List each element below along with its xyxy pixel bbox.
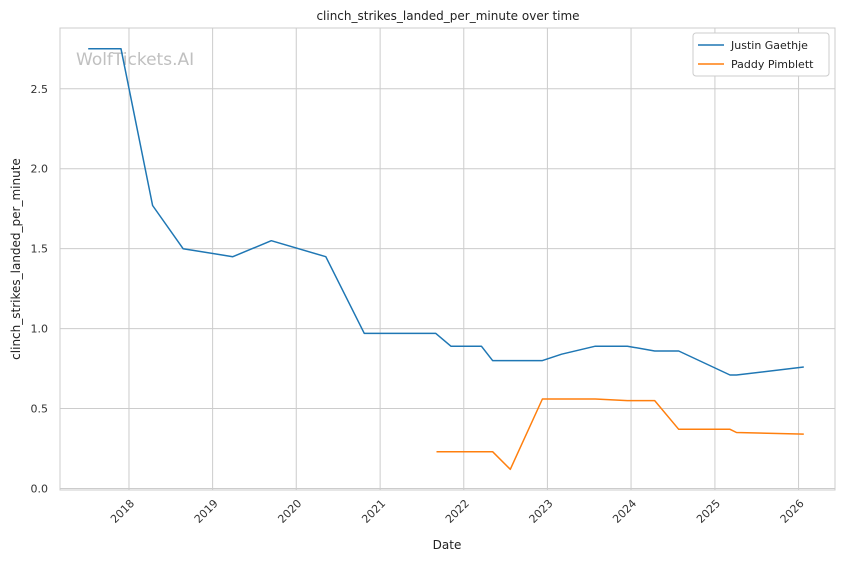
- grid-lines: [60, 28, 835, 490]
- y-tick-label: 2.5: [31, 83, 49, 96]
- y-tick-label: 0.0: [31, 483, 49, 496]
- y-tick-label: 1.0: [31, 323, 49, 336]
- y-axis-label: clinch_strikes_landed_per_minute: [9, 158, 23, 360]
- series-line-justin-gaethje: [88, 48, 804, 376]
- y-tick-labels: 0.0 0.5 1.0 1.5 2.0 2.5: [31, 83, 49, 496]
- legend-label-paddy-pimblett: Paddy Pimblett: [731, 58, 814, 71]
- legend-label-justin-gaethje: Justin Gaethje: [730, 39, 808, 52]
- plot-frame: [59, 27, 836, 491]
- series-layer: [88, 48, 804, 471]
- x-axis-label: Date: [433, 538, 462, 552]
- legend-box: [692, 32, 830, 77]
- watermark: WolfTickets.AI: [76, 50, 194, 70]
- y-tick-label: 2.0: [31, 163, 49, 176]
- chart-title: clinch_strikes_landed_per_minute over ti…: [316, 9, 579, 23]
- y-tick-label: 1.5: [31, 243, 49, 256]
- series-line-paddy-pimblett: [436, 398, 804, 471]
- legend: Justin Gaethje Paddy Pimblett: [692, 32, 830, 77]
- y-tick-label: 0.5: [31, 403, 49, 416]
